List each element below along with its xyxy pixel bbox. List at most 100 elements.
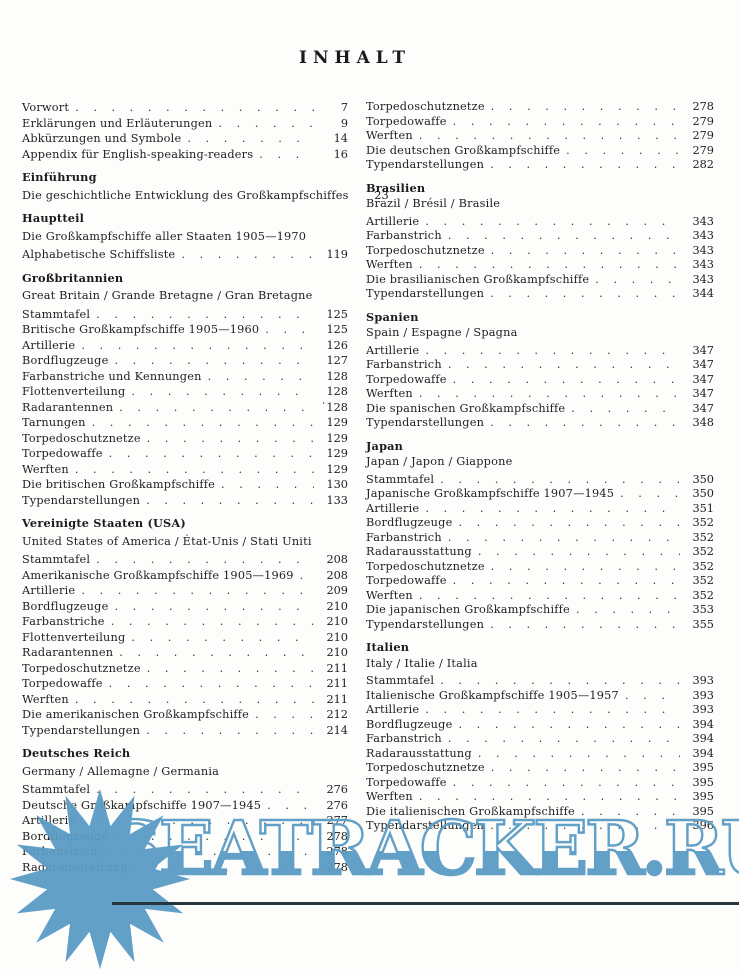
entry-label: Alphabetische Schiffsliste <box>22 248 176 261</box>
dot-leader-icon <box>181 247 314 263</box>
entry-page-number: 211 <box>326 692 348 706</box>
toc-entry: Artillerie 347 <box>366 344 714 359</box>
entry-label: Abkürzungen und Symbole <box>22 132 182 145</box>
entry-page-number: 351 <box>692 501 714 515</box>
entry-page-number: 352 <box>692 588 714 602</box>
toc-entry: Die japanischen Großkampfschiffe 353 <box>366 603 714 618</box>
toc-entry: Torpedowaffe 279 <box>366 115 714 130</box>
toc-entry: Radarausstattung 278 <box>22 860 348 876</box>
toc-entry: Bordflugzeuge 352 <box>366 516 714 531</box>
entry-page-number: 353 <box>692 603 714 616</box>
entry-label: Artillerie <box>366 501 420 515</box>
entry-label: Artillerie <box>366 214 420 228</box>
toc-entry: Die spanischen Großkampfschiffe 347 <box>366 402 714 417</box>
dot-leader-icon <box>75 692 314 708</box>
dot-leader-icon <box>491 560 680 575</box>
dot-leader-icon <box>453 373 680 388</box>
entry-page-number: 393 <box>692 703 714 716</box>
entry-label: Torpedowaffe <box>366 574 447 587</box>
toc-section: Japan Japan / Japon / Giappone Stammtafel 3… <box>366 439 714 633</box>
section-heading: Spanien <box>366 309 419 324</box>
dot-leader-icon <box>265 322 314 338</box>
entry-page-number: 282 <box>692 158 714 171</box>
dot-leader-icon <box>81 338 314 354</box>
entry-label: Stammtafel <box>366 472 435 486</box>
toc-entry: Torpedowaffe 129 <box>22 446 348 462</box>
toc-entry: Bordflugzeuge 278 <box>22 829 348 845</box>
entry-page-number: 209 <box>326 584 348 597</box>
dot-leader-icon <box>75 462 314 478</box>
entry-label: Die geschichtliche Entwicklung des Großk… <box>22 188 349 202</box>
dot-leader-icon <box>419 387 680 402</box>
entry-label: Artillerie <box>22 814 76 827</box>
entry-label: Die britischen Großkampfschiffe <box>22 478 216 491</box>
entry-label: Amerikanische Großkampfschiffe 1905—1969 <box>22 568 294 582</box>
entry-label: Bordflugzeuge <box>366 717 453 731</box>
entry-label: Bordflugzeuge <box>22 829 109 843</box>
entry-label: Typendarstellungen <box>366 617 485 631</box>
entry-page-number: 276 <box>326 798 348 812</box>
entry-label: Radarantennen <box>22 646 114 659</box>
toc-entry: Werften 343 <box>366 258 714 273</box>
entry-page-number: 16 <box>333 147 348 161</box>
dot-leader-icon <box>490 158 680 173</box>
scan-edge-bottom <box>112 902 739 905</box>
section-heading: Einführung <box>22 170 97 184</box>
toc-entry: Werften 395 <box>366 790 714 805</box>
dot-leader-icon <box>96 782 314 798</box>
dot-leader-icon <box>448 732 680 747</box>
entry-label: Artillerie <box>22 338 76 352</box>
toc-entry: Torpedoschutznetze 129 <box>22 431 348 447</box>
book-page: INHALT Vorwort 7 Erklärungen und Erläuteru… <box>0 0 739 905</box>
toc-entry: Appendix für English-speaking-readers 16 <box>22 147 348 163</box>
toc-entry: Torpedoschutznetze 278 <box>366 100 714 115</box>
toc-entry: Torpedoschutznetze 395 <box>366 761 714 776</box>
toc-entry: Vorwort 7 <box>22 100 348 116</box>
entry-page-number: 347 <box>692 343 714 357</box>
entry-page-number: 393 <box>692 674 714 687</box>
dot-leader-icon <box>453 574 680 589</box>
dot-leader-icon <box>131 630 314 646</box>
toc-entry: Britische Großkampfschiffe 1905—1960 125 <box>22 322 348 338</box>
entry-page-number: 348 <box>692 416 714 429</box>
entry-label: Torpedowaffe <box>366 775 447 789</box>
entry-page-number: 350 <box>692 487 714 500</box>
section-heading: Deutsches Reich <box>22 746 131 760</box>
entry-page-number: 210 <box>326 615 348 628</box>
toc-entry: Torpedoschutznetze 211 <box>22 661 348 677</box>
entry-label: Erklärungen und Erläuterungen <box>22 116 213 130</box>
entry-page-number: 344 <box>692 287 714 300</box>
dot-leader-icon <box>147 431 314 447</box>
section-subtitle: United States of America / État-Unis / S… <box>22 534 312 548</box>
entry-page-number: 395 <box>692 804 714 818</box>
entry-label: Appendix für English-speaking-readers <box>22 147 254 161</box>
toc-entry: Japanische Großkampfschiffe 1907—1945 350 <box>366 487 714 502</box>
entry-label: Tarnungen <box>22 416 86 429</box>
toc-column-right: Torpedoschutznetze278Torpedowaffe279Werf… <box>366 100 714 834</box>
entry-label: Bordflugzeuge <box>366 516 453 529</box>
entry-page-number: 279 <box>692 129 714 142</box>
toc-entry: Torpedowaffe 395 <box>366 776 714 791</box>
toc-entry: Artillerie 393 <box>366 703 714 718</box>
toc-entry: Tarnungen 129 <box>22 415 348 431</box>
entry-page-number: 395 <box>692 761 714 774</box>
entry-label: Bordflugzeuge <box>22 354 109 367</box>
dot-leader-icon <box>576 603 680 618</box>
entry-page-number: 347 <box>692 401 714 415</box>
toc-entry: Die italienischen Großkampfschiffe 395 <box>366 805 714 820</box>
entry-page-number: 395 <box>692 775 714 789</box>
entry-label: Werften <box>366 258 413 271</box>
toc-entry: Farbanstrich 347 <box>366 358 714 373</box>
toc-section: Brasilien Brazil / Brésil / Brasile Artill… <box>366 181 714 302</box>
dot-leader-icon <box>490 618 680 633</box>
toc-section: Italien Italy / Italie / Italia Stammtafel… <box>366 640 714 834</box>
entry-page-number: 343 <box>692 258 714 271</box>
dot-leader-icon <box>75 100 314 116</box>
dot-leader-icon <box>425 703 680 718</box>
dot-leader-icon <box>259 147 314 163</box>
toc-entry: Artillerie 351 <box>366 502 714 517</box>
entry-page-number: 127 <box>326 354 348 367</box>
entry-page-number: 396 <box>692 819 714 832</box>
entry-page-number: 7 <box>340 101 348 114</box>
dot-leader-icon <box>571 402 680 417</box>
